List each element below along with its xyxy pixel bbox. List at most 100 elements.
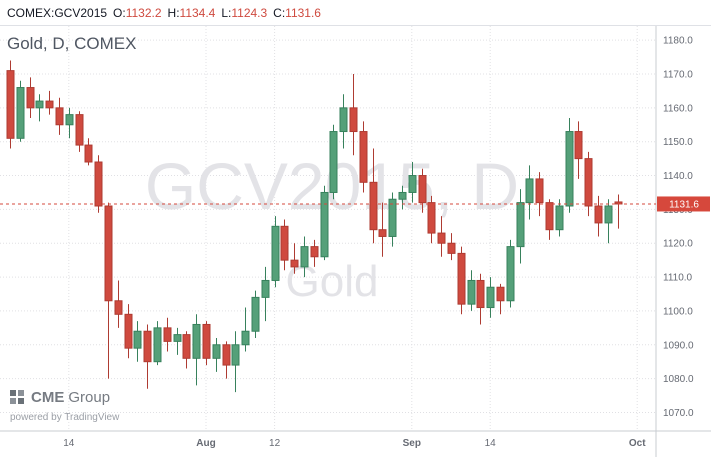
candle-body[interactable] <box>594 205 603 224</box>
candle-body[interactable] <box>329 131 338 193</box>
ohlc-low: L:1124.3 <box>221 6 267 20</box>
price-axis[interactable]: 1070.01080.01090.01100.01110.01120.01130… <box>663 36 694 419</box>
chart-area[interactable]: GCV2015, D Gold 1070.0 1080.0 1090.0 1100.0 11… <box>0 26 711 457</box>
candle-body[interactable] <box>349 107 358 133</box>
time-tick-label: 12 <box>269 438 281 449</box>
candle-body[interactable] <box>574 131 583 160</box>
price-tick-label: 1170.0 <box>663 70 693 81</box>
candle-body[interactable] <box>447 242 456 254</box>
candle-body[interactable] <box>555 205 564 231</box>
candle-body[interactable] <box>55 107 64 126</box>
candle-body[interactable] <box>565 131 574 207</box>
candle-body[interactable] <box>378 229 387 237</box>
candle-body[interactable] <box>65 114 74 126</box>
candle-body[interactable] <box>163 327 172 342</box>
candle-body[interactable] <box>369 181 378 231</box>
price-tick-label: 1160.0 <box>663 103 693 114</box>
candle-body[interactable] <box>182 334 191 359</box>
candle-body[interactable] <box>16 87 25 139</box>
candle-body[interactable] <box>584 158 593 207</box>
candle-body[interactable] <box>251 296 260 332</box>
candle-body[interactable] <box>104 205 113 302</box>
candle-body[interactable] <box>192 323 201 359</box>
cme-logo-text: CME <box>31 388 65 406</box>
time-axis[interactable]: 14 Aug 12 Sep 14 Oct <box>63 438 646 449</box>
time-tick-label: Aug <box>196 438 215 449</box>
ohlc-high: H:1134.4 <box>168 6 216 20</box>
candle-body[interactable] <box>427 202 436 234</box>
candle-body[interactable] <box>26 87 35 109</box>
price-tick-label: 1140.0 <box>663 171 693 182</box>
price-tick-label: 1120.0 <box>663 239 693 250</box>
candle-body[interactable] <box>408 175 417 193</box>
price-tick-label: 1110.0 <box>663 273 693 284</box>
cme-group-logo-icon <box>10 390 24 404</box>
candle-body[interactable] <box>476 279 485 309</box>
open-label: O: <box>113 5 126 20</box>
close-value: 1131.6 <box>285 5 321 20</box>
candle-body[interactable] <box>153 327 162 363</box>
time-tick-label: Sep <box>403 438 421 449</box>
candle-body[interactable] <box>35 100 44 109</box>
powered-by-tradingview-link[interactable]: powered by TradingView <box>10 412 120 423</box>
time-tick-label: 14 <box>63 438 75 449</box>
candle-body[interactable] <box>310 246 319 258</box>
candle-body[interactable] <box>261 279 270 298</box>
ohlc-close: C:1131.6 <box>273 6 321 20</box>
chart-title: Gold, D, COMEX <box>7 34 137 53</box>
candle-body[interactable] <box>133 330 142 349</box>
cme-group-logo[interactable]: CME Group <box>8 388 110 406</box>
price-tick-label: 1080.0 <box>663 374 694 385</box>
candle-body[interactable] <box>486 286 495 309</box>
candle-body[interactable] <box>124 313 133 349</box>
candle-body[interactable] <box>506 246 515 302</box>
candle-body[interactable] <box>300 246 309 268</box>
low-value: 1124.3 <box>231 5 268 20</box>
candle-body[interactable] <box>516 202 525 248</box>
candle-body[interactable] <box>280 225 289 261</box>
candle-body[interactable] <box>388 198 397 237</box>
candle-body[interactable] <box>271 225 280 281</box>
time-tick-label: 14 <box>485 438 497 449</box>
last-price-label: 1131.6 <box>669 199 699 210</box>
candle-body[interactable] <box>84 144 93 163</box>
candle-body[interactable] <box>202 323 211 359</box>
candle-body[interactable] <box>75 114 84 146</box>
open-value: 1132.2 <box>125 5 162 20</box>
candle-body[interactable] <box>604 205 613 224</box>
candle-body[interactable] <box>45 100 54 109</box>
candle-body[interactable] <box>496 286 505 302</box>
candlestick-chart[interactable]: GCV2015, DGold1070.01080.01090.01100.011… <box>0 26 711 457</box>
candle-body[interactable] <box>525 178 534 204</box>
candle-body[interactable] <box>535 178 544 204</box>
candle-body[interactable] <box>6 70 15 139</box>
candle-body[interactable] <box>320 191 329 258</box>
candle-body[interactable] <box>457 252 466 305</box>
ohlc-open: O:1132.2 <box>113 6 161 20</box>
candle-body[interactable] <box>290 259 299 268</box>
candle-body[interactable] <box>418 175 427 204</box>
symbol-info-bar: COMEX:GCV2015 O:1132.2 H:1134.4 L:1124.3… <box>0 0 711 26</box>
price-tick-label: 1180.0 <box>663 36 693 47</box>
candle-body[interactable] <box>94 161 103 207</box>
candle-body[interactable] <box>398 191 407 200</box>
candle-body[interactable] <box>241 330 250 346</box>
candle-body[interactable] <box>339 107 348 133</box>
symbol-name[interactable]: COMEX:GCV2015 <box>7 5 108 20</box>
candle-body[interactable] <box>212 344 221 359</box>
candle-body[interactable] <box>143 330 152 363</box>
last-price-tag <box>657 196 710 212</box>
candle-body[interactable] <box>467 279 476 305</box>
svg-text:Gold: Gold <box>286 257 379 306</box>
candle-body[interactable] <box>359 131 368 183</box>
candle-body[interactable] <box>231 344 240 366</box>
candle-body[interactable] <box>222 344 231 366</box>
low-label: L: <box>221 5 232 20</box>
candle-body[interactable] <box>545 202 554 231</box>
candle-body[interactable] <box>437 232 446 244</box>
candle-body[interactable] <box>173 334 182 342</box>
candle-body[interactable] <box>114 300 123 315</box>
candles-series[interactable] <box>6 60 623 393</box>
price-tick-label: 1070.0 <box>663 408 694 419</box>
